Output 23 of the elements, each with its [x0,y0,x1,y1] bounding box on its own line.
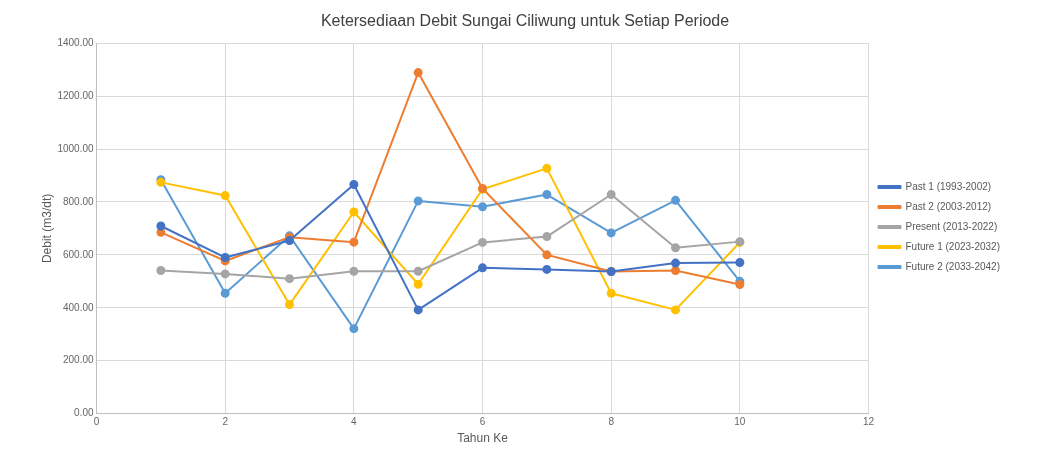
y-tick-label: 600.00 [62,248,94,260]
y-tick-label: 0.00 [74,407,94,419]
legend-label: Past 2 (2003-2012) [905,200,992,212]
legend-label: Present (2013-2022) [905,220,998,232]
x-tick-label: 10 [734,416,746,428]
x-tick-label: 4 [351,416,358,428]
x-tick-label: 0 [93,416,100,428]
x-axis-title: Tahun Ke [457,431,509,446]
chart-title: Ketersediaan Debit Sungai Ciliwung untuk Setiap Periode [320,12,730,30]
y-axis-title: Debit (m3/dt) [39,193,54,264]
y-tick-label: 1400.00 [57,36,94,48]
y-tick-label: 1200.00 [57,89,94,101]
x-tick-label: 6 [479,416,486,428]
x-tick-label: 8 [608,416,615,428]
y-tick-label: 1000.00 [57,142,94,154]
y-tick-label: 400.00 [62,301,94,313]
legend-label: Future 1 (2023-2032) [905,240,1001,252]
legend-label: Future 2 (2033-2042) [905,260,1001,272]
x-tick-label: 12 [862,416,875,428]
legend-label: Past 1 (1993-2002) [905,180,992,192]
x-tick-label: 2 [222,416,229,428]
y-tick-label: 800.00 [62,195,94,207]
y-tick-label: 200.00 [62,354,94,366]
